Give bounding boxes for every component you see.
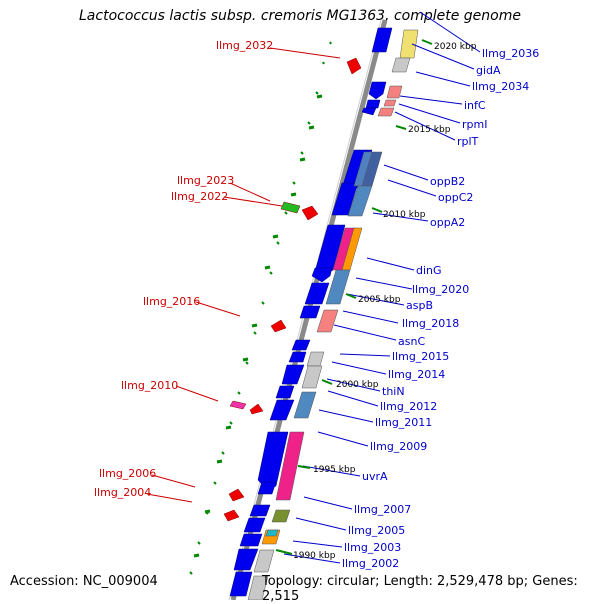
gene-label: llmg_2016 [143,295,200,308]
gene-label: infC [464,99,486,112]
gene-label: llmg_2036 [482,47,539,60]
gene-label: uvrA [362,470,388,483]
gene-label: llmg_2014 [388,368,445,381]
gene-label: llmg_2003 [344,541,401,554]
gene-label: oppA2 [430,216,465,229]
gene-label: llmg_2002 [342,557,399,570]
outer-tick-marks [193,94,323,558]
gene-label: thiN [382,385,405,398]
kbp-label: 2005 kbp [358,295,401,305]
gene-label: llmg_2006 [99,467,156,480]
kbp-label: 2020 kbp [434,42,477,52]
kbp-label: 2015 kbp [408,125,451,135]
reverse-gene-arrows [223,57,362,522]
right-leader-lines [283,11,481,564]
gene-label: llmg_2005 [348,524,405,537]
inner-dotted-ring [189,41,332,575]
gene-label: asnC [398,335,425,348]
gene-label: oppC2 [438,191,473,204]
gene-label: llmg_2020 [412,283,469,296]
gene-label: llmg_2032 [216,39,273,52]
forward-gene-arrows [229,27,393,597]
left-leader-lines [146,47,341,503]
gene-label: dinG [416,264,442,277]
gene-label: oppB2 [430,175,465,188]
gene-label: llmg_2012 [380,400,437,413]
left-gene-labels: llmg_2032 llmg_2023 llmg_2022 llmg_2016 … [94,39,273,499]
gene-label: rplT [457,135,479,148]
kbp-label: 2010 kbp [383,210,426,220]
kbp-tick-lines [275,39,433,555]
gene-label: llmg_2010 [121,379,178,392]
gene-label: llmg_2015 [392,350,449,363]
gene-blocks [247,29,419,600]
gene-label: rpmI [462,118,487,131]
gene-label: llmg_2034 [472,80,529,93]
kbp-label: 1995 kbp [313,465,356,475]
gene-label: aspB [406,299,433,312]
gene-label: llmg_2022 [171,190,228,203]
kbp-label: 2000 kbp [336,380,379,390]
genome-title: Lactococcus lactis subsp. cremoris MG136… [79,8,521,24]
gene-label: gidA [476,64,501,77]
gene-label: llmg_2023 [177,174,234,187]
gene-label: llmg_2004 [94,486,151,499]
gene-label: llmg_2011 [375,416,432,429]
gene-label: llmg_2007 [354,503,411,516]
kbp-markers: 2020 kbp 2015 kbp 2010 kbp 2005 kbp 2000… [293,42,477,561]
gene-label: llmg_2018 [402,317,459,330]
right-gene-labels: llmg_2036 gidA llmg_2034 infC rpmI rplT … [342,47,539,570]
gene-label: llmg_2009 [370,440,427,453]
kbp-label: 1990 kbp [293,551,336,561]
accession-text: Accession: NC_009004 [10,574,158,589]
